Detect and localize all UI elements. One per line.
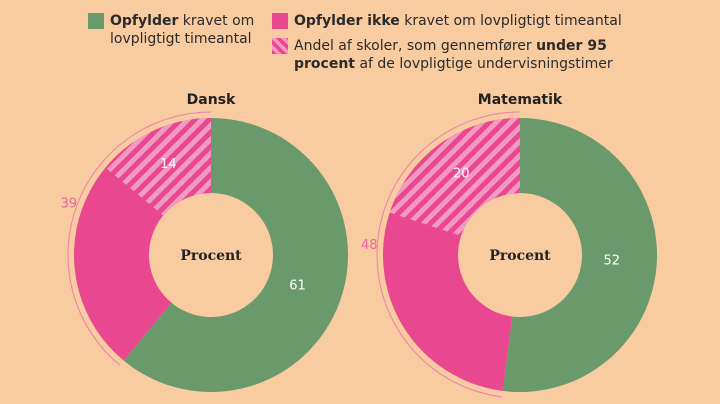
value-label: 14 bbox=[160, 157, 177, 172]
legend-text: kravet om lovpligtigt timeantal bbox=[399, 13, 622, 29]
legend-text: Opfylder bbox=[110, 13, 179, 29]
value-label: 48 bbox=[361, 238, 378, 253]
legend-text: af de lovpligtige undervisningstimer bbox=[355, 56, 613, 72]
legend-text: Opfylder ikke bbox=[294, 13, 400, 29]
donut-chart: Matematik Procent 52 48 20 bbox=[361, 92, 657, 398]
legend-swatch bbox=[272, 13, 288, 29]
value-label: 39 bbox=[61, 196, 78, 211]
slice-hatched bbox=[389, 118, 520, 236]
legend-text: Andel af skoler, som gennemfører bbox=[294, 38, 537, 54]
slice-hatched bbox=[105, 117, 211, 216]
legend-label: Opfylder kravet om lovpligtigt timeantal bbox=[110, 12, 260, 48]
legend-text: under 95 procent bbox=[294, 38, 607, 72]
center-label: Procent bbox=[180, 248, 242, 264]
legend-label: Opfylder ikke kravet om lovpligtigt time… bbox=[294, 12, 624, 30]
chart-title: Dansk bbox=[187, 92, 236, 108]
value-label: 20 bbox=[453, 167, 470, 182]
legend-swatch bbox=[272, 38, 288, 54]
bracket-arc bbox=[67, 111, 212, 366]
donut-chart: Dansk Procent 61 39 14 bbox=[61, 92, 349, 392]
bracket-arc bbox=[376, 111, 521, 398]
value-label: 52 bbox=[604, 253, 621, 268]
center-label: Procent bbox=[489, 248, 551, 264]
value-label: 61 bbox=[289, 279, 306, 294]
legend-label: Andel af skoler, som gennemfører under 9… bbox=[294, 37, 614, 73]
legend-swatch bbox=[88, 13, 104, 29]
chart-title: Matematik bbox=[478, 92, 563, 108]
slice bbox=[123, 118, 349, 392]
slice bbox=[502, 118, 657, 392]
legend-text: kravet om lovpligtigt timeantal bbox=[110, 13, 255, 47]
